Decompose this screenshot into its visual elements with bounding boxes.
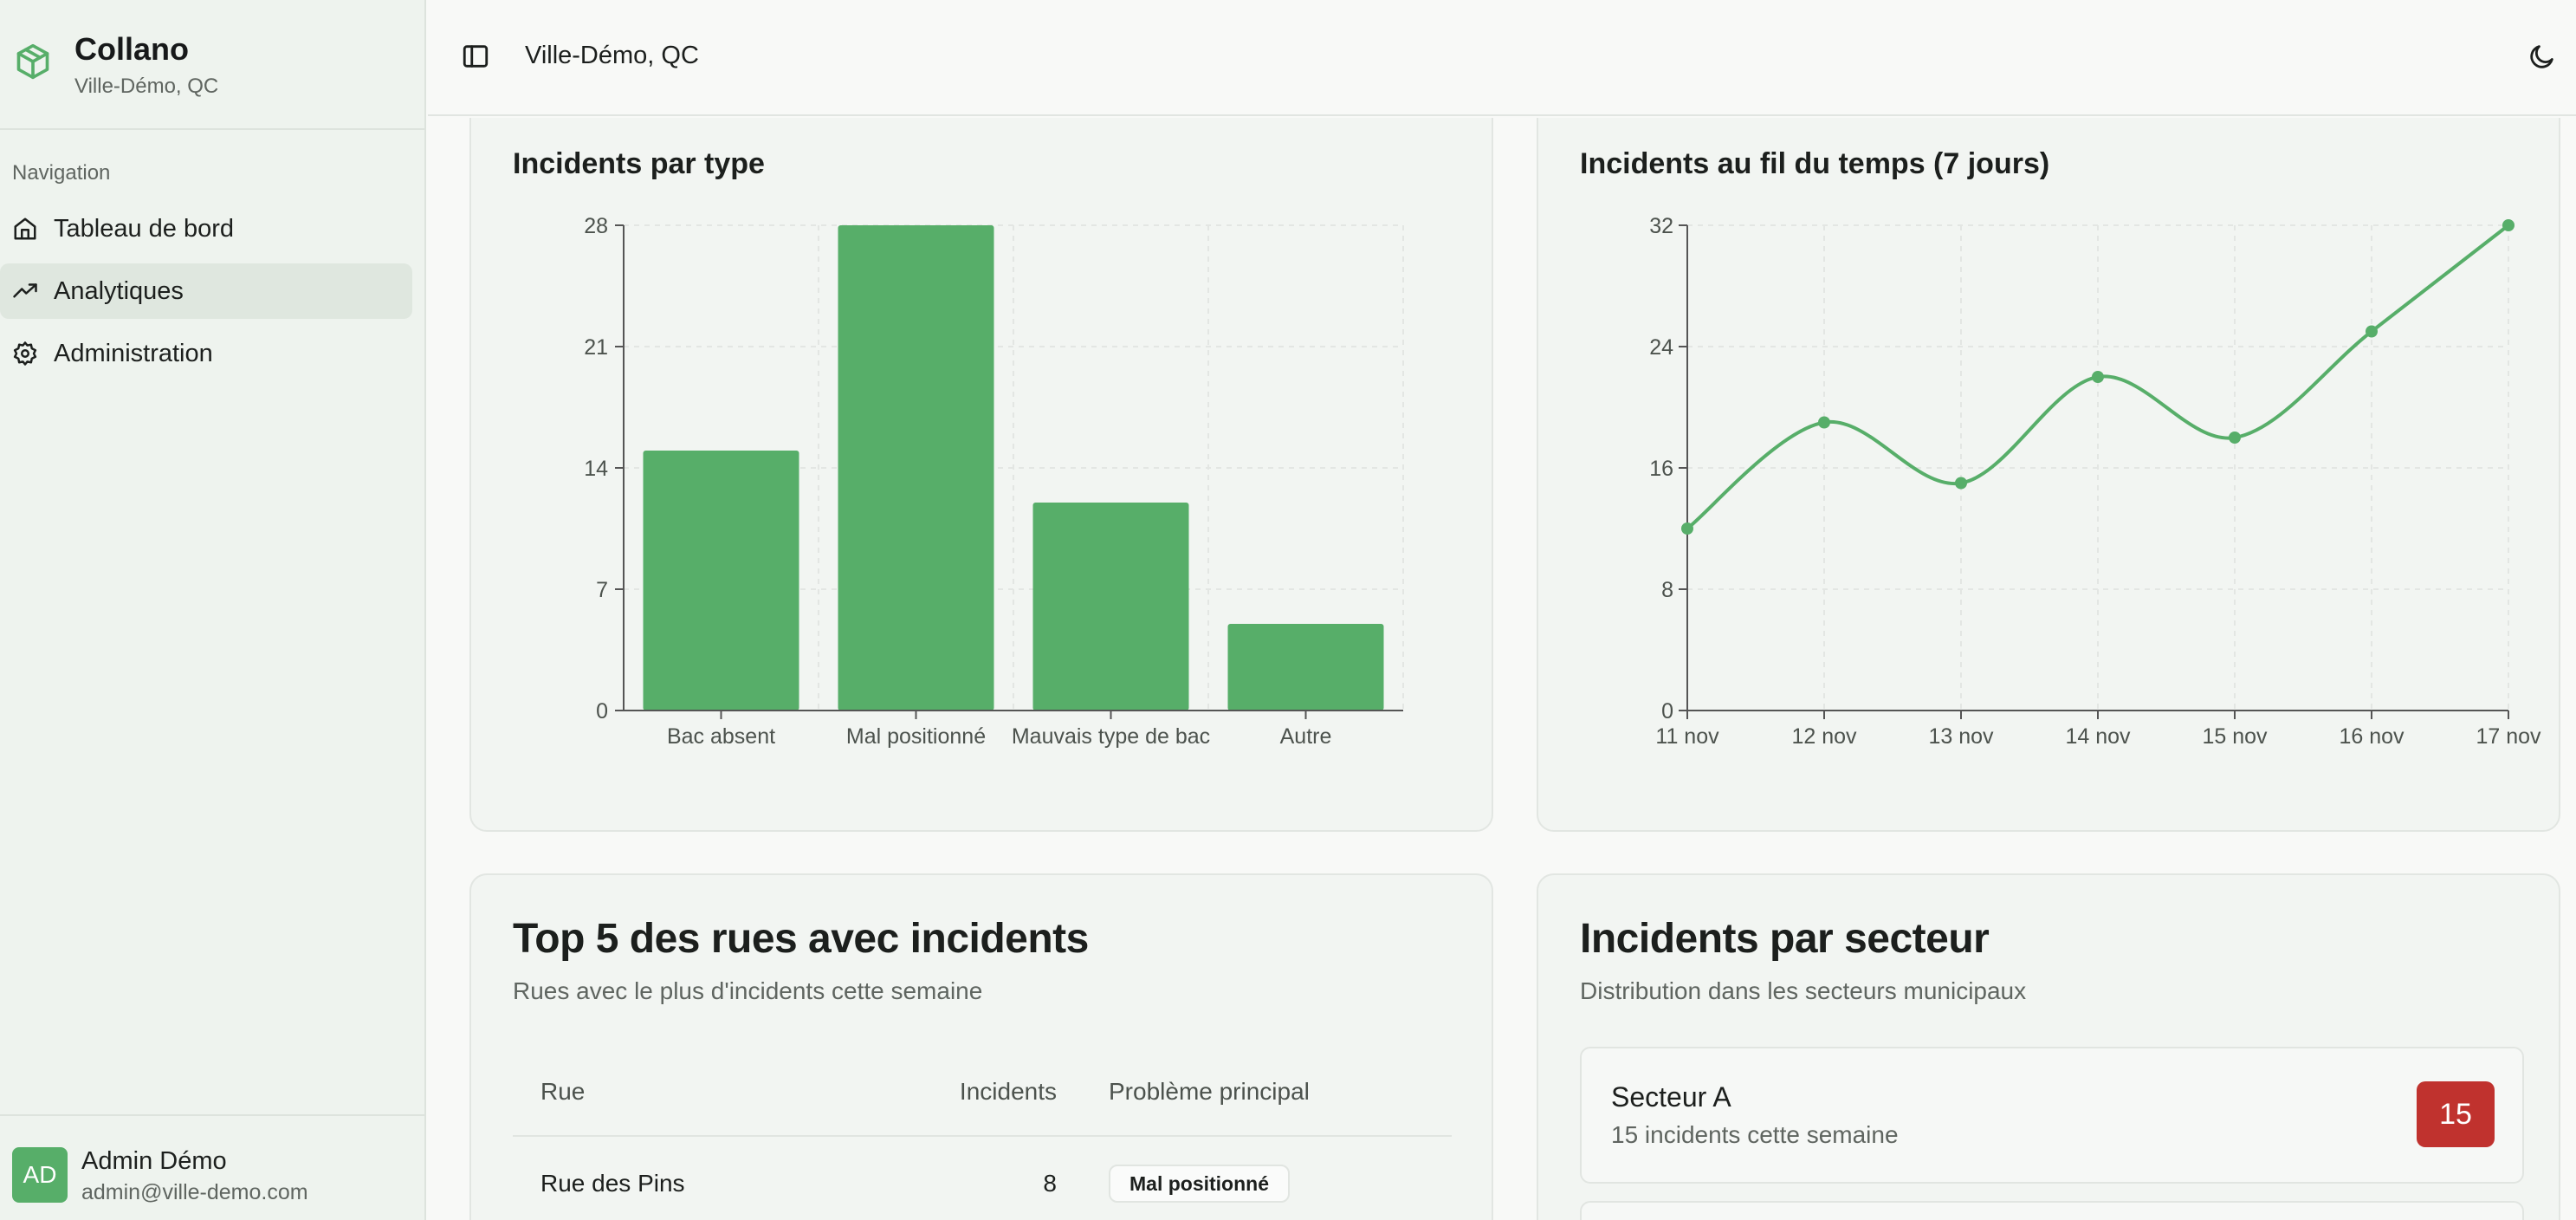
top-streets-subtitle: Rues avec le plus d'incidents cette sema…: [513, 977, 983, 1004]
x-tick-label: 16 nov: [2339, 724, 2404, 749]
sidebar-item-label: Analytiques: [54, 276, 184, 305]
data-point: [1818, 416, 1830, 429]
x-tick-label: 15 nov: [2202, 724, 2268, 749]
top-header: Ville-Démo, QC: [428, 0, 2576, 116]
sectors-subtitle: Distribution dans les secteurs municipau…: [1580, 977, 2027, 1004]
sectors-title: Incidents par secteur: [1580, 916, 1990, 962]
user-name: Admin Démo: [81, 1147, 227, 1175]
bar: [1227, 624, 1384, 711]
incident-count: 8: [1043, 1170, 1057, 1197]
moon-icon[interactable]: [2527, 42, 2557, 71]
top-streets-title: Top 5 des rues avec incidents: [513, 916, 1089, 962]
bar: [838, 225, 994, 711]
y-tick-label: 32: [1649, 214, 1673, 238]
column-header-street[interactable]: Rue: [540, 1078, 586, 1105]
data-point: [1681, 522, 1693, 535]
table-row[interactable]: Rue des Pins 8 Mal positionné: [513, 1137, 1452, 1220]
app-location: Ville-Démo, QC: [74, 75, 219, 98]
x-tick-label: 14 nov: [2065, 724, 2131, 749]
y-tick-label: 0: [1661, 699, 1673, 724]
sectors-card: Incidents par secteur Distribution dans …: [1537, 873, 2560, 1220]
column-header-problem[interactable]: Problème principal: [1109, 1078, 1310, 1105]
user-profile[interactable]: AD Admin Démo admin@ville-demo.com: [0, 1114, 426, 1220]
sector-description: 15 incidents cette semaine: [1611, 1121, 1899, 1148]
streets-table: Rue Incidents Problème principal Rue des…: [513, 1047, 1452, 1220]
list-item[interactable]: Secteur A 15 incidents cette semaine 15: [1580, 1047, 2524, 1184]
bar-chart-title: Incidents par type: [513, 147, 765, 180]
brand-header: Collano Ville-Démo, QC: [0, 0, 426, 130]
bar-chart-card: Incidents par type 0 7 14 21 28 Bac absent Mal…: [469, 118, 1493, 832]
y-tick-label: 7: [596, 578, 608, 602]
data-point: [1955, 477, 1967, 490]
nav-heading: Navigation: [12, 161, 111, 185]
sidebar-item-dashboard[interactable]: Tableau de bord: [0, 201, 412, 256]
sidebar-item-administration[interactable]: Administration: [0, 326, 412, 381]
bar: [1032, 503, 1189, 711]
avatar: AD: [12, 1147, 68, 1203]
y-tick-label: 0: [596, 699, 608, 724]
sector-count-badge: 15: [2417, 1081, 2495, 1147]
sector-name: Secteur A: [1611, 1081, 1731, 1113]
y-tick-label: 21: [584, 335, 608, 360]
data-point: [2229, 432, 2241, 444]
sidebar-item-analytics[interactable]: Analytiques: [0, 263, 412, 319]
bar-chart: 0 7 14 21 28 Bac absent Mal positionné Mauvais …: [584, 214, 1404, 749]
x-tick-label: Mal positionné: [846, 724, 986, 749]
y-tick-label: 8: [1661, 578, 1673, 602]
y-tick-label: 28: [584, 214, 608, 238]
package-icon: [16, 43, 49, 80]
x-tick-label: Autre: [1280, 724, 1332, 749]
line-chart-card: Incidents au fil du temps (7 jours) 0 8 16…: [1537, 118, 2560, 832]
y-tick-label: 14: [584, 457, 608, 481]
x-tick-label: 11 nov: [1655, 724, 1719, 749]
x-tick-label: 12 nov: [1791, 724, 1857, 749]
y-tick-label: 24: [1649, 335, 1673, 360]
problem-badge: Mal positionné: [1109, 1165, 1290, 1203]
main-content: Incidents par type 0 7 14 21 28 Bac absent Mal…: [428, 118, 2576, 1220]
data-point: [2502, 219, 2515, 231]
line-chart-title: Incidents au fil du temps (7 jours): [1580, 147, 2050, 180]
sidebar-item-label: Tableau de bord: [54, 214, 234, 243]
trending-up-icon: [13, 283, 37, 298]
data-point: [2366, 325, 2378, 338]
x-tick-label: Bac absent: [667, 724, 775, 749]
gear-icon: [13, 341, 37, 366]
x-tick-label: 13 nov: [1928, 724, 1994, 749]
list-item[interactable]: [1580, 1201, 2524, 1220]
table-header: Rue Incidents Problème principal: [513, 1047, 1452, 1137]
sidebar-item-label: Administration: [54, 339, 213, 367]
y-tick-label: 16: [1649, 457, 1673, 481]
bar: [643, 451, 799, 711]
sidebar-toggle-icon[interactable]: [461, 42, 490, 71]
column-header-incidents[interactable]: Incidents: [959, 1078, 1057, 1105]
user-email: admin@ville-demo.com: [81, 1180, 308, 1204]
top-streets-card: Top 5 des rues avec incidents Rues avec …: [469, 873, 1493, 1220]
home-icon: [14, 217, 36, 240]
sidebar: Collano Ville-Démo, QC Navigation Tablea…: [0, 0, 426, 1220]
line-chart: 0 8 16 24 32 11 nov 12 nov 13 nov 14 nov 15 nov 16…: [1649, 214, 2541, 749]
app-name: Collano: [74, 31, 189, 67]
data-point: [2092, 371, 2104, 383]
page-title: Ville-Démo, QC: [525, 42, 699, 69]
x-tick-label: 17 nov: [2476, 724, 2541, 749]
street-name: Rue des Pins: [540, 1170, 685, 1197]
x-tick-label: Mauvais type de bac: [1012, 724, 1210, 749]
